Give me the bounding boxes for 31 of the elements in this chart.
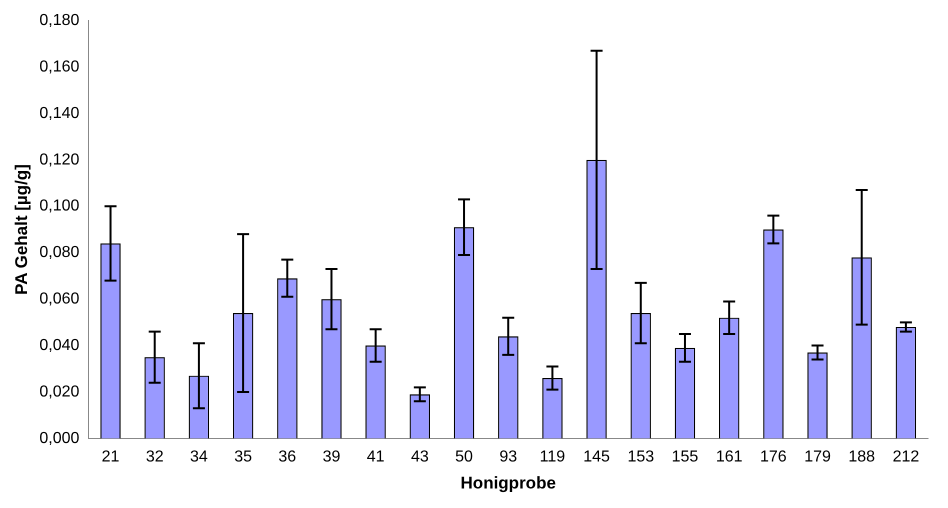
y-tick-label: 0,000 [39, 430, 80, 447]
x-tick-label: 161 [716, 448, 743, 466]
x-tick-label: 145 [583, 448, 610, 466]
y-tick-label: 0,160 [39, 58, 80, 76]
x-tick-label: 35 [234, 448, 252, 466]
y-tick-label: 0,140 [39, 104, 80, 122]
y-tick-label: 0,020 [39, 383, 80, 400]
x-tick-label: 176 [760, 448, 787, 466]
x-tick-label: 188 [848, 448, 876, 466]
x-tick-label: 21 [102, 448, 120, 466]
x-tick-label: 50 [455, 448, 474, 466]
x-tick-label: 34 [190, 448, 208, 466]
y-axis-title: PA Gehalt [µg/g] [12, 164, 31, 295]
x-tick-label: 93 [499, 448, 518, 466]
x-tick-label: 179 [804, 448, 831, 466]
x-tick-label: 155 [672, 448, 698, 466]
x-tick-label: 212 [892, 448, 920, 466]
y-tick-label: 0,100 [39, 198, 80, 215]
y-tick-label: 0,180 [39, 12, 80, 30]
y-tick-label: 0,060 [39, 290, 80, 308]
y-tick-label: 0,080 [39, 244, 80, 262]
x-tick-label: 41 [366, 448, 385, 466]
x-tick-label: 153 [627, 448, 654, 466]
x-axis-title: Honigprobe [460, 473, 556, 492]
y-tick-label: 0,040 [39, 336, 80, 354]
x-tick-label: 39 [322, 448, 340, 466]
y-tick-label: 0,120 [39, 151, 80, 168]
x-tick-label: 32 [146, 448, 164, 466]
x-tick-label: 119 [540, 448, 566, 466]
x-tick-label: 36 [278, 448, 296, 466]
x-tick-label: 43 [410, 448, 429, 466]
